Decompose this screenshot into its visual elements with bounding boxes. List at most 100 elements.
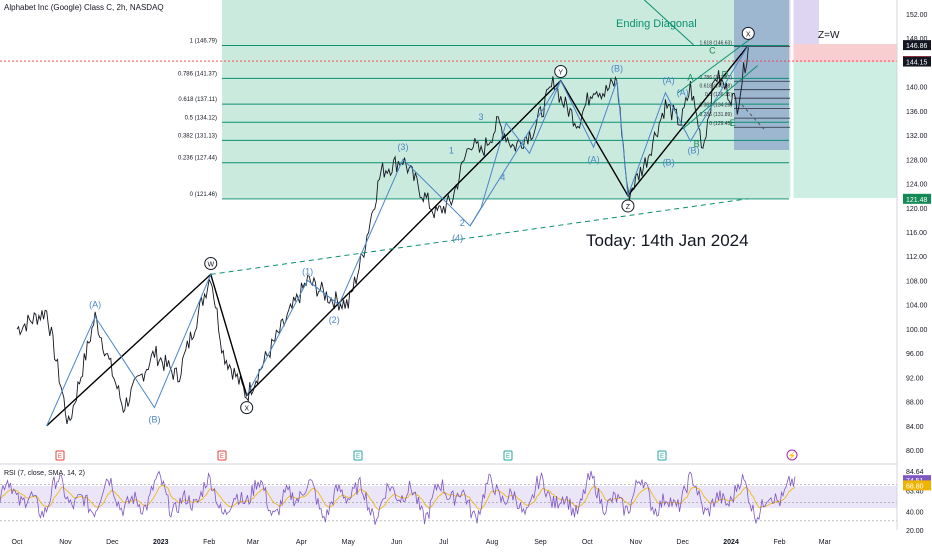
wave-label: (B) [149,415,161,425]
lower-dashed-trend-line [210,198,749,275]
wave-layer [46,0,765,427]
rsi-title: RSI (7, close, SMA, 14, 2) [4,470,85,477]
earnings-marker-box [353,450,363,461]
diagonal-upper-line [677,37,752,94]
x-tick-label: Feb [203,539,215,546]
wave-inner-line [469,80,562,227]
earnings-marker: E [506,454,510,460]
x-tick-label: Jul [439,539,448,546]
fib-level-label: 0.618 (137.11) [178,97,217,103]
price-tag-label: 121.48 [906,197,928,204]
price-tag-label: 144.15 [906,60,928,67]
x-tick-label: Mar [819,539,832,546]
wave-label-circle [554,65,568,79]
x-tick-label: Dec [106,539,119,546]
wave-12345-line [246,80,562,396]
y-tick-label: 136.00 [906,109,928,116]
fib-level-label: 0.236 (127.44) [178,156,217,162]
x-tick-label: Nov [630,539,643,546]
wave-label: (3) [397,142,408,152]
axis-layer: 80.00 84.00 88.00 92.00 96.00 100.00 104.00 108… [12,0,931,546]
y-tick-label: 140.00 [906,85,928,92]
wave-label: (A) [663,76,675,86]
rsi-tag-box [903,480,931,491]
y-tick-label: 132.00 [906,133,928,140]
earnings-marker-box [503,450,513,461]
x-tick-label: Dec [676,539,689,546]
wave-label: 1 [449,145,454,155]
x-tick-label: 2023 [153,539,169,546]
price-tag-box [903,193,931,204]
wave-label-circle [741,26,755,40]
x-tick-label: Mar [247,539,260,546]
inner-fib-label: 1.618 (146.63) [699,41,732,47]
inner-fib-label: 0.786 (143.81) [699,75,732,81]
price-tag-box [903,56,931,67]
wave-label: X [244,406,249,413]
wave-label: (A) [588,154,600,164]
y-tick-label: 80.00 [906,448,924,455]
blue-time-zone [734,0,789,150]
rsi-tick-label: 20.00 [906,528,924,535]
wave-x-abc-line [560,80,629,196]
wave-label: (1) [302,266,313,276]
diagonal-lower-line [682,65,758,130]
wave-label: 2 [460,218,465,228]
rsi-tag-box [903,475,931,486]
split-marker: ⚡ [788,451,797,460]
wave-label: W [207,261,214,268]
wave-label: (B) [663,157,675,167]
wave-label: E [730,118,736,128]
wave-label: (A) [677,88,689,98]
y-tick-label: 96.00 [906,351,924,358]
x-tick-label: Oct [582,539,593,546]
ending-diagonal-arrow [643,0,694,46]
y-tick-label: 116.00 [906,230,927,237]
y-tick-label: 124.00 [906,182,928,189]
price-tag-label: 146.86 [906,43,928,50]
wxyxz-trend-line [46,45,749,427]
ending-diagonal-label: Ending Diagonal [616,18,697,30]
stop-zone [789,44,897,62]
earnings-marker: E [356,454,360,460]
wave-label: B [694,139,700,149]
today-note: Today: 14th Jan 2024 [586,231,749,250]
wave-abc-1-line [46,274,212,426]
long-position-zone [222,0,789,198]
y-tick-label: 104.00 [906,303,928,310]
wave-label: 4 [500,173,505,183]
y-tick-label: 152.00 [906,12,928,19]
fib-level-label: 0.5 (134.12) [185,115,217,121]
wave-label: (A) [89,300,101,310]
y-tick-label: 100.00 [906,327,928,334]
y-tick-label: 92.00 [906,375,924,382]
x-tick-label: 2024 [723,539,739,546]
wave-label: C [709,45,716,55]
rsi-tick-label: 63.40 [906,488,924,495]
wave-label: (B) [688,145,700,155]
x-tick-label: Aug [486,539,499,546]
wave-label: Z [626,204,631,211]
wave-label: (B) [611,64,623,74]
earnings-marker-box [657,450,667,461]
earnings-marker: E [660,454,664,460]
purple-time-zone [789,0,819,44]
split-marker-circle [786,449,798,461]
earnings-marker: E [220,454,224,460]
zones-layer [0,0,897,508]
earnings-marker-box [217,450,227,461]
wave-label-circle [240,401,254,415]
fib-level-label: 1 (146.79) [190,39,217,45]
rsi-sma-line [0,484,796,510]
zw-label: Z=W [818,30,840,41]
x-tick-label: Sep [534,539,547,546]
wave-label: X [746,31,751,38]
y-tick-label: 88.00 [906,400,924,407]
wave-label-circle [204,256,218,270]
wave-label: Y [558,70,563,77]
wave-label-circle [621,199,635,213]
x-tick-label: Apr [296,539,308,546]
